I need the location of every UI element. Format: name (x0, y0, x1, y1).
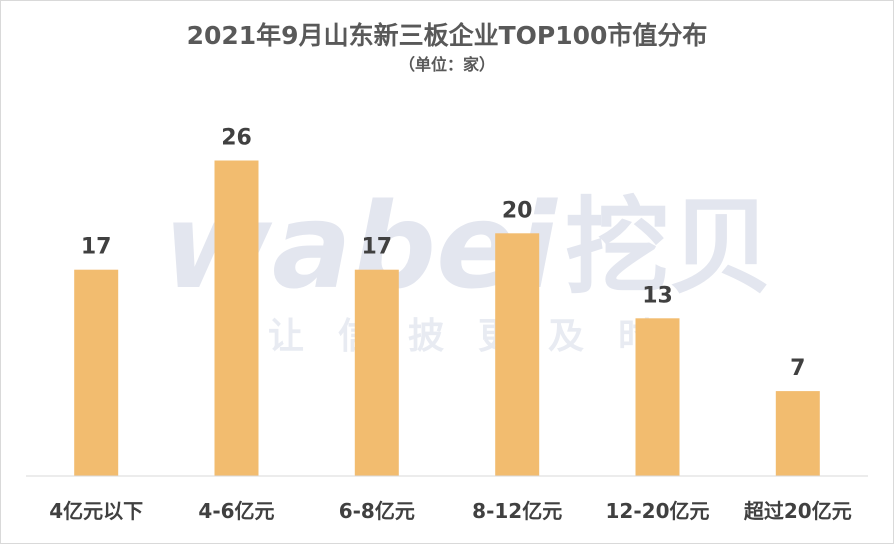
bar-2 (354, 269, 399, 476)
value-label-3: 20 (502, 198, 533, 223)
watermark-slogan: 让信披更及时 (268, 316, 688, 357)
bar-series (74, 160, 820, 476)
value-label-4: 13 (642, 283, 673, 308)
category-label-5: 超过20亿元 (743, 499, 852, 523)
value-label-0: 17 (81, 235, 112, 260)
bar-4 (635, 318, 680, 476)
category-label-4: 12-20亿元 (606, 499, 710, 523)
category-label-2: 6-8亿元 (339, 499, 415, 523)
value-label-2: 17 (361, 235, 392, 260)
watermark-logo-cn: 挖贝 (565, 186, 773, 308)
bar-3 (495, 233, 540, 476)
category-label-3: 8-12亿元 (472, 499, 562, 523)
category-labels: 4亿元以下 4-6亿元 6-8亿元 8-12亿元 12-20亿元 超过20亿元 (49, 499, 851, 523)
category-label-1: 4-6亿元 (198, 499, 274, 523)
bar-5 (775, 391, 820, 476)
chart-title: 2021年9月山东新三板企业TOP100市值分布 (186, 21, 708, 50)
value-label-5: 7 (790, 356, 805, 381)
value-label-1: 26 (221, 126, 252, 151)
bar-1 (214, 160, 259, 476)
chart-subtitle: （单位：家） (398, 55, 495, 74)
bar-0 (74, 269, 119, 476)
category-label-0: 4亿元以下 (49, 499, 143, 523)
value-labels: 17 26 17 20 13 7 (81, 126, 806, 382)
